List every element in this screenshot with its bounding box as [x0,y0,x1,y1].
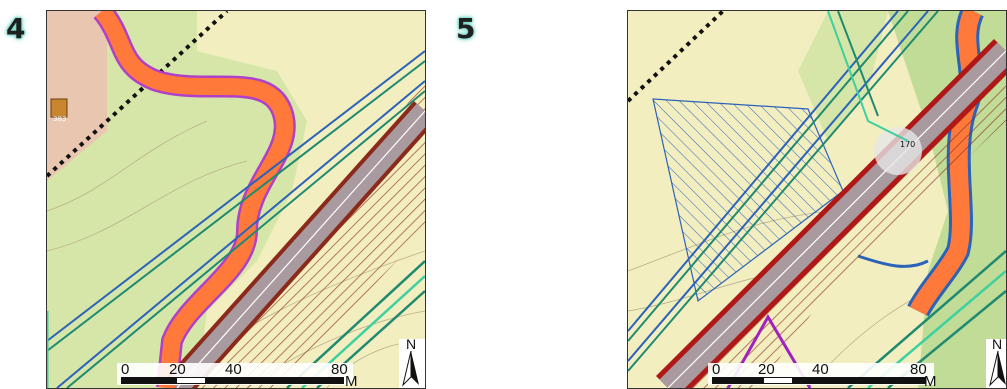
scale-bar-segment [764,378,792,383]
panel-number-5: 5 [456,12,476,45]
north-arrow-half-icon [402,350,412,387]
scale-tick-80: 80 [331,361,348,378]
road-number-label: 170 [900,140,915,149]
scale-tick-80: 80 [910,361,927,378]
boundary-line [628,11,725,103]
map-canvas-4: 383 [47,11,425,388]
north-arrow-half-icon [989,350,999,387]
scale-tick-20: 20 [169,361,186,378]
scale-tick-40: 40 [812,361,829,378]
building-label: 383 [53,115,66,123]
scale-unit: M [345,373,358,389]
river [95,11,294,388]
scale-tick-40: 40 [225,361,242,378]
map-panel-5: 170 0 20 40 80 M N [627,10,1007,389]
north-arrow-icon [998,351,1006,385]
scale-unit: M [924,373,937,389]
forest-area [47,11,307,388]
panel-number-4: 4 [6,12,26,45]
scale-labels-4: 0 20 40 80 M [121,361,361,388]
map-panel-4: 383 0 20 40 80 M N [46,10,426,389]
map-canvas-5: 170 [628,11,1006,388]
river [909,11,982,316]
stream [857,254,929,268]
scale-bar-segment [177,378,205,383]
scale-tick-0: 0 [121,361,130,378]
scale-tick-0: 0 [712,361,721,378]
intersection [874,127,922,175]
road-centerline [176,110,425,388]
north-label: N [406,336,417,352]
north-arrow-icon [411,351,419,385]
road-centerline [667,50,1006,388]
building [50,98,68,118]
settlement-area [47,11,107,181]
scale-tick-20: 20 [758,361,775,378]
scale-bar [712,377,926,384]
scale-labels-5: 0 20 40 80 M [712,361,942,388]
scale-bar [121,377,344,384]
north-label: N [992,336,1003,352]
